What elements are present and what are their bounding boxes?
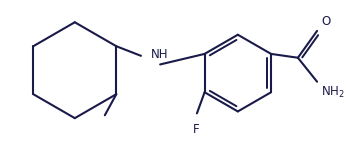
Text: NH: NH xyxy=(151,48,168,61)
Text: NH$_2$: NH$_2$ xyxy=(321,85,345,100)
Text: F: F xyxy=(193,123,199,136)
Text: O: O xyxy=(322,15,331,28)
